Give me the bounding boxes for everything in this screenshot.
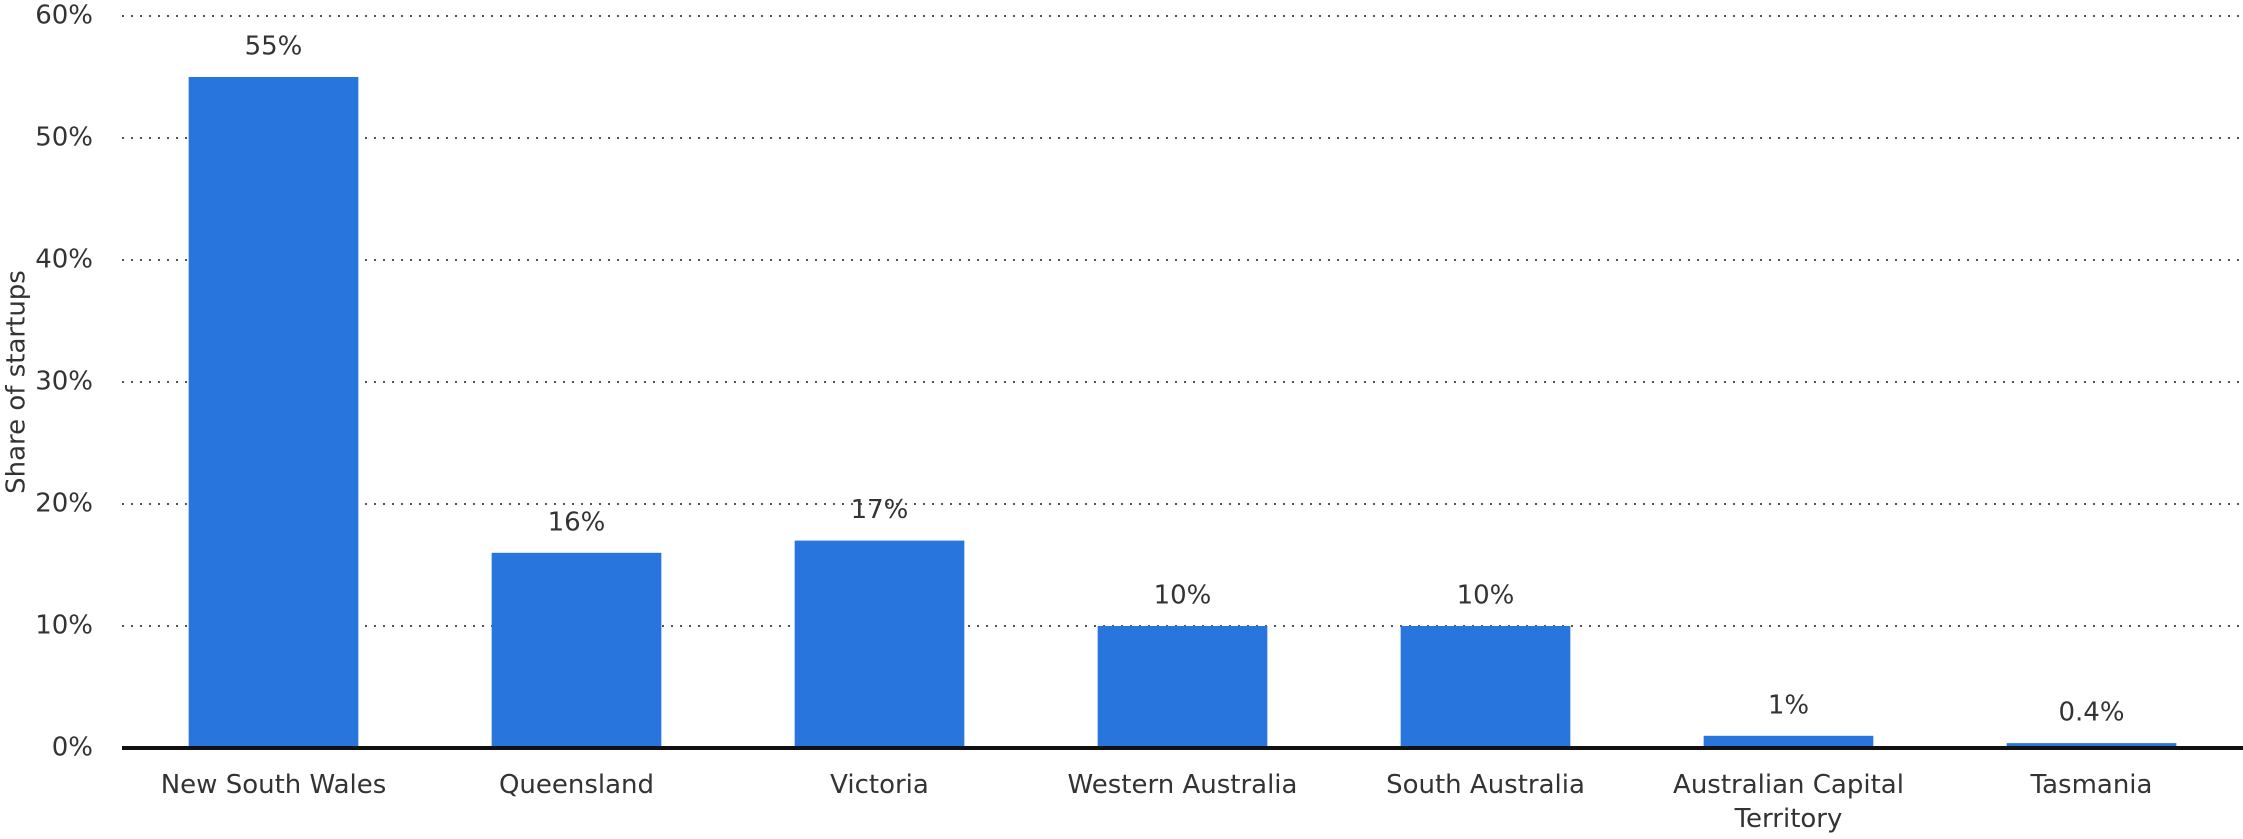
- y-tick-label: 10%: [35, 611, 93, 641]
- x-tick-label: Queensland: [498, 770, 655, 800]
- y-tick-label: 60%: [35, 1, 93, 31]
- x-tick-label: New South Wales: [160, 770, 387, 800]
- x-tick-label: Tasmania: [2030, 770, 2153, 800]
- bar: [1703, 735, 1874, 748]
- data-label: 55%: [245, 32, 303, 62]
- data-label: 0.4%: [2058, 698, 2124, 728]
- y-tick-label: 20%: [35, 489, 93, 519]
- x-tick-label: Western Australia: [1067, 770, 1298, 800]
- data-label: 10%: [1154, 581, 1212, 611]
- data-label: 16%: [548, 507, 606, 537]
- bar: [794, 540, 965, 748]
- y-axis-label: Share of startups: [2, 270, 32, 494]
- data-label: 17%: [851, 495, 909, 525]
- data-label: 1%: [1768, 690, 1809, 720]
- x-tick-label: South Australia: [1386, 770, 1585, 800]
- bar: [2006, 743, 2177, 748]
- bar: [188, 77, 359, 748]
- y-tick-label: 40%: [35, 245, 93, 275]
- y-tick-label: 0%: [52, 733, 93, 763]
- bar: [1097, 626, 1268, 748]
- y-tick-label: 50%: [35, 123, 93, 153]
- bar: [1400, 626, 1571, 748]
- data-label: 10%: [1457, 581, 1515, 611]
- x-tick-label: Victoria: [830, 770, 929, 800]
- y-tick-label: 30%: [35, 367, 93, 397]
- x-tick-label: Australian Capital Territory: [1673, 770, 1904, 834]
- bar: [491, 552, 662, 748]
